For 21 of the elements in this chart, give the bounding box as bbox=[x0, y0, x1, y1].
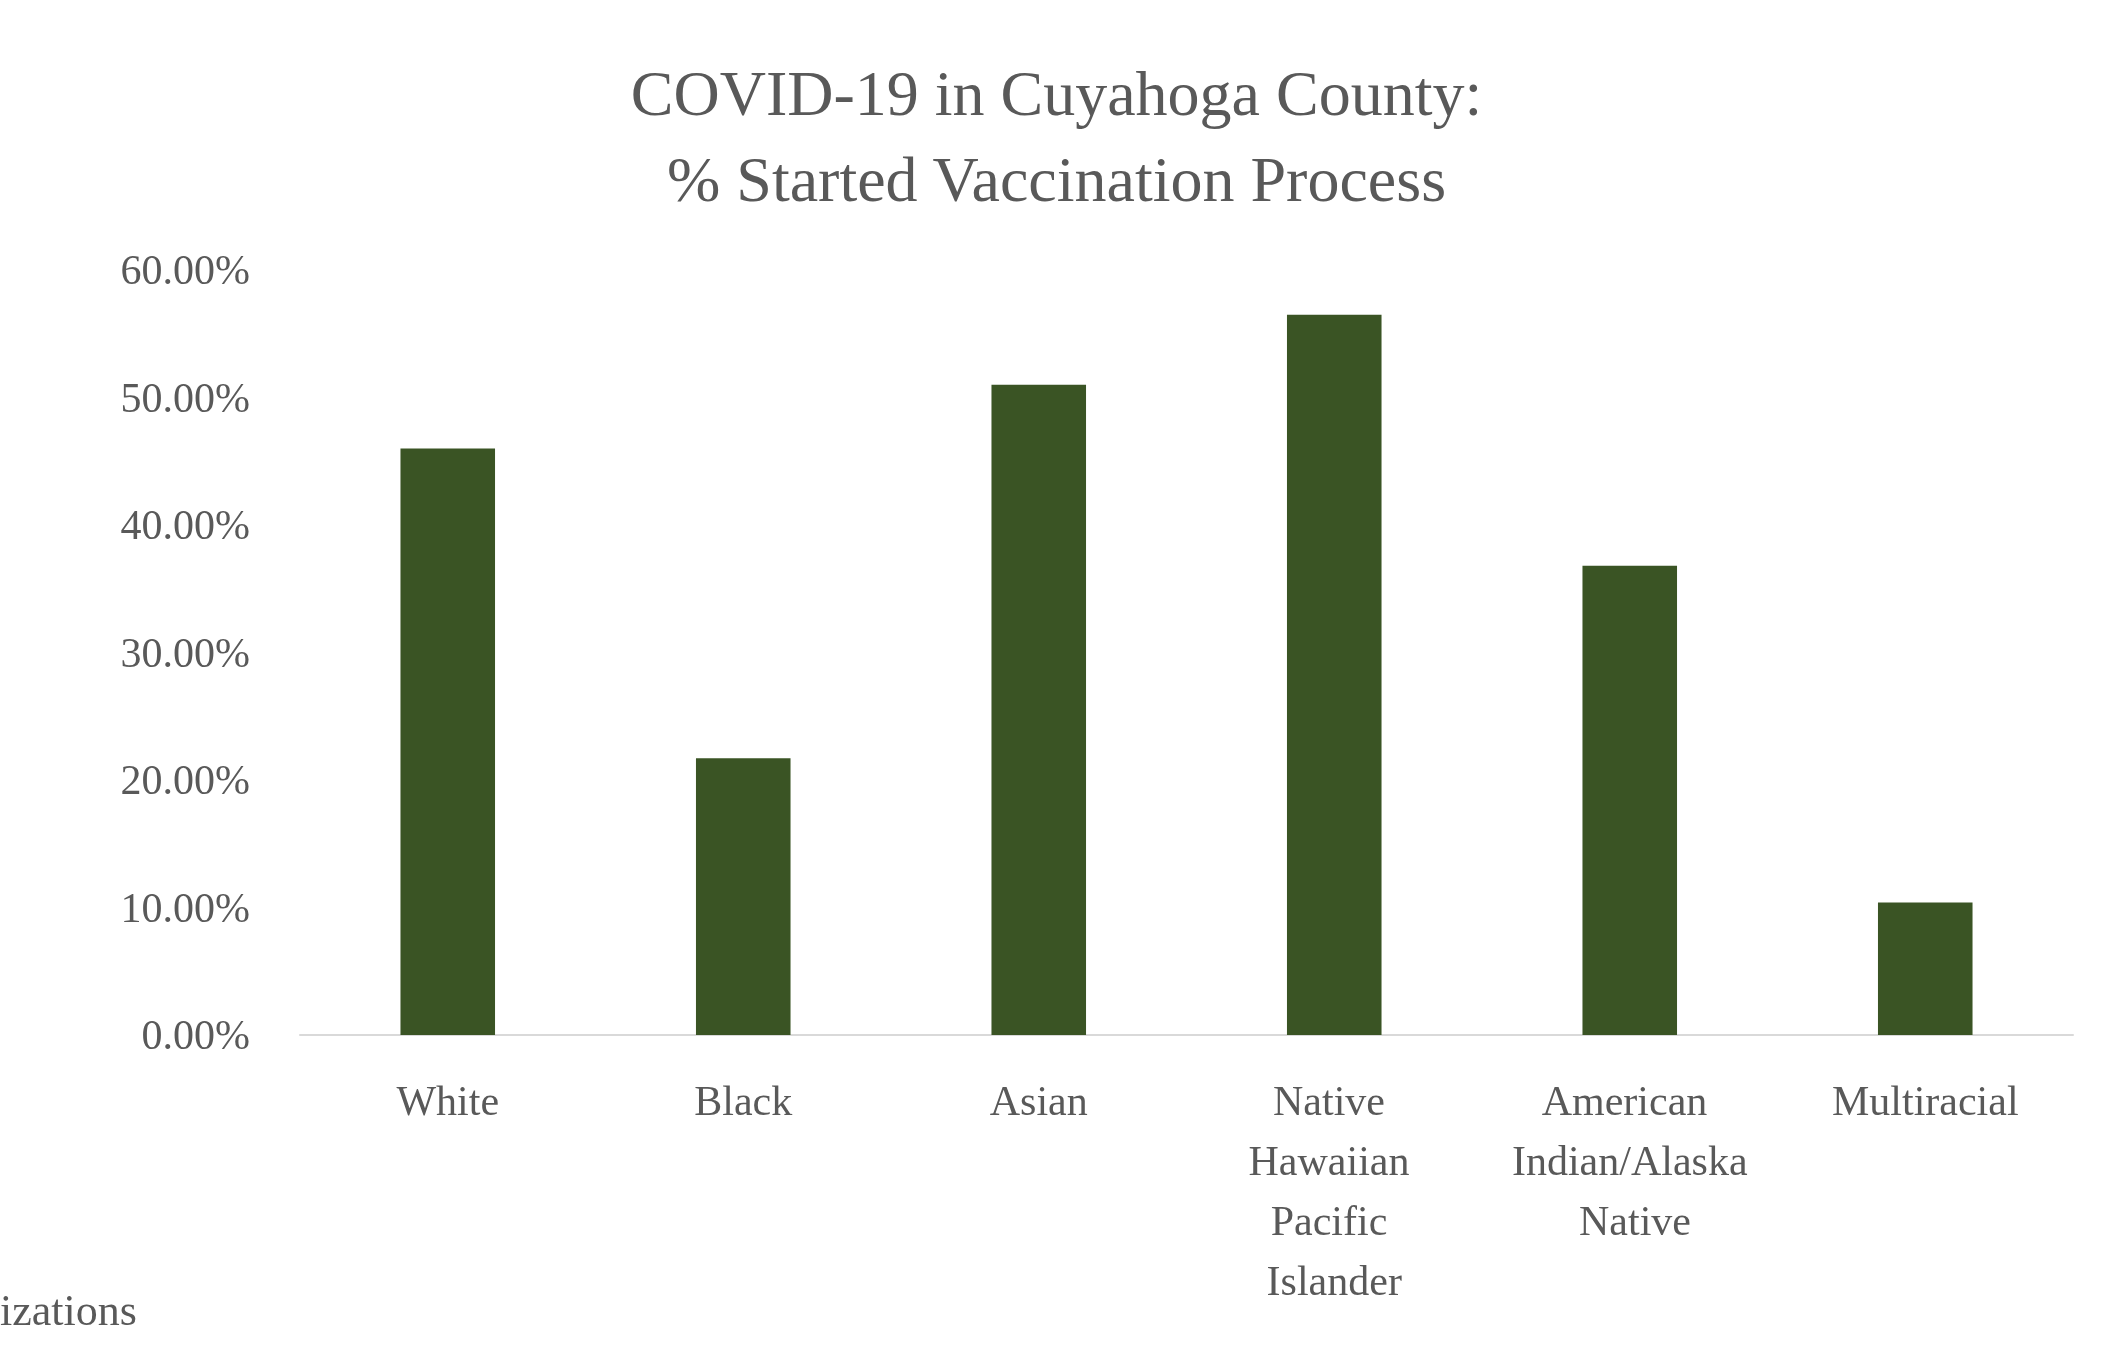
bar bbox=[400, 448, 496, 1035]
x-tick-label: Multiracial bbox=[1831, 1078, 2019, 1124]
chart-title: COVID-19 in Cuyahoga County: % Started Vaccination Process bbox=[630, 57, 1483, 215]
x-tick-label: American Indian/Alaska Native bbox=[1511, 1078, 1748, 1244]
y-tick-label: 30.00% bbox=[120, 629, 250, 676]
y-tick-label: 20.00% bbox=[120, 757, 250, 803]
bar bbox=[1877, 902, 1973, 1035]
bar bbox=[1582, 565, 1678, 1035]
x-tick-label: Asian bbox=[989, 1078, 1088, 1124]
bar bbox=[695, 758, 791, 1035]
x-tick-label: Native Hawaiian Pacific Islander bbox=[1248, 1078, 1420, 1304]
y-tick-label: 50.00% bbox=[120, 374, 250, 421]
y-tick-label: 60.00% bbox=[120, 247, 250, 293]
bar bbox=[991, 384, 1087, 1035]
bar bbox=[1286, 314, 1382, 1035]
x-tick-label: White bbox=[396, 1078, 500, 1124]
y-tick-label: 0.00% bbox=[141, 1012, 250, 1058]
x-tick-label: Black bbox=[694, 1078, 793, 1124]
y-tick-label: 10.00% bbox=[120, 884, 250, 931]
text: izations bbox=[0, 1285, 137, 1336]
y-tick-label: 40.00% bbox=[120, 502, 250, 548]
